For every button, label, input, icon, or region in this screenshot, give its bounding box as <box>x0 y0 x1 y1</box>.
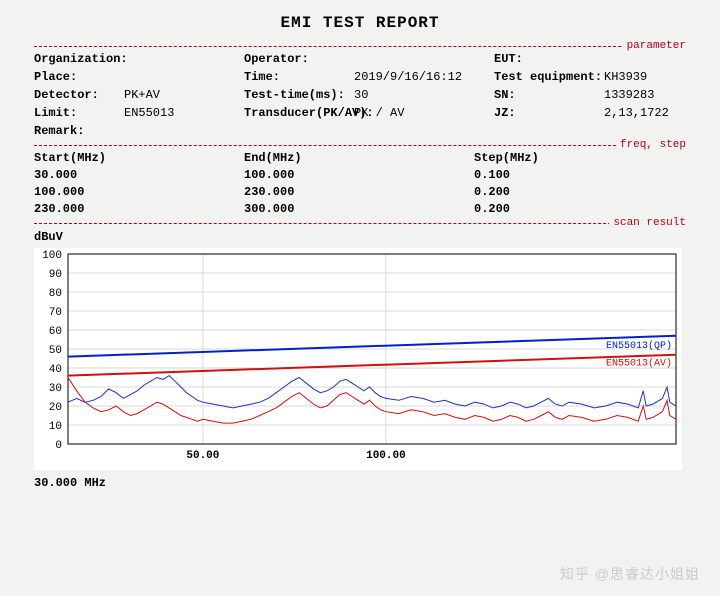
y-axis-unit: dBuV <box>34 224 686 244</box>
param-cell: Detector: <box>34 87 124 103</box>
param-cell: Time: <box>244 69 354 85</box>
param-cell: Remark: <box>34 123 124 139</box>
divider-scan-result: scan result <box>34 223 686 224</box>
freq-cell: 100.000 <box>34 184 244 200</box>
freq-cell: 0.100 <box>474 167 644 183</box>
param-cell: PK / AV <box>354 105 494 121</box>
param-cell: PK+AV <box>124 87 244 103</box>
svg-text:10: 10 <box>49 421 62 433</box>
svg-text:80: 80 <box>49 288 62 300</box>
svg-text:50.00: 50.00 <box>186 450 219 462</box>
freq-cell: 100.000 <box>244 167 474 183</box>
divider-parameter: parameter <box>34 46 686 47</box>
svg-text:70: 70 <box>49 307 62 319</box>
param-cell: Limit: <box>34 105 124 121</box>
freq-header: End(MHz) <box>244 150 474 166</box>
param-cell: EN55013 <box>124 105 244 121</box>
param-cell <box>604 51 684 67</box>
param-cell: SN: <box>494 87 604 103</box>
svg-text:100: 100 <box>42 250 62 262</box>
divider-freq-step: freq, step <box>34 145 686 146</box>
svg-text:90: 90 <box>49 269 62 281</box>
param-cell <box>354 51 494 67</box>
freq-cell: 300.000 <box>244 201 474 217</box>
param-cell: 1339283 <box>604 87 684 103</box>
freq-step-table: Start(MHz)End(MHz)Step(MHz) 30.000100.000… <box>34 146 686 223</box>
svg-text:EN55013(AV): EN55013(AV) <box>606 357 672 369</box>
emi-scan-chart: 0 10 20 30 40 50 60 70 80 90 100 50.00 100.00 EN55013… <box>34 248 682 470</box>
freq-header: Step(MHz) <box>474 150 644 166</box>
freq-cell: 30.000 <box>34 167 244 183</box>
param-cell <box>124 51 244 67</box>
svg-text:100.00: 100.00 <box>366 450 406 462</box>
param-cell: 2019/9/16/16:12 <box>354 69 494 85</box>
svg-text:20: 20 <box>49 402 62 414</box>
report-title: EMI TEST REPORT <box>34 14 686 32</box>
section-label-parameter: parameter <box>623 40 686 52</box>
param-cell <box>354 123 494 139</box>
freq-header: Start(MHz) <box>34 150 244 166</box>
param-cell <box>124 69 244 85</box>
svg-text:0: 0 <box>55 440 62 452</box>
section-label-scan-result: scan result <box>609 217 686 229</box>
freq-cell: 0.200 <box>474 184 644 200</box>
param-cell: EUT: <box>494 51 604 67</box>
param-cell <box>244 123 354 139</box>
svg-text:60: 60 <box>49 326 62 338</box>
svg-text:EN55013(QP): EN55013(QP) <box>606 340 672 352</box>
param-cell: JZ: <box>494 105 604 121</box>
param-cell: Transducer(PK/AV): <box>244 105 354 121</box>
freq-cell: 230.000 <box>244 184 474 200</box>
chart-container: 0 10 20 30 40 50 60 70 80 90 100 50.00 100.00 EN55013… <box>34 248 686 470</box>
param-cell: 30 <box>354 87 494 103</box>
cursor-freq: 30.000 MHz <box>34 476 686 490</box>
svg-text:30: 30 <box>49 383 62 395</box>
param-cell <box>604 123 684 139</box>
watermark: 知乎 @思睿达小姐姐 <box>560 564 700 584</box>
param-cell <box>124 123 244 139</box>
param-cell: Test equipment: <box>494 69 604 85</box>
param-cell: Operator: <box>244 51 354 67</box>
param-cell: KH3939 <box>604 69 684 85</box>
param-cell: Organization: <box>34 51 124 67</box>
param-cell <box>494 123 604 139</box>
svg-text:50: 50 <box>49 345 62 357</box>
freq-cell: 230.000 <box>34 201 244 217</box>
parameter-grid: Organization: Operator: EUT: Place: Time:201… <box>34 47 686 145</box>
svg-text:40: 40 <box>49 364 62 376</box>
param-cell: Place: <box>34 69 124 85</box>
param-cell: 2,13,1722 <box>604 105 684 121</box>
section-label-freq-step: freq, step <box>616 139 686 151</box>
param-cell: Test-time(ms): <box>244 87 354 103</box>
freq-cell: 0.200 <box>474 201 644 217</box>
